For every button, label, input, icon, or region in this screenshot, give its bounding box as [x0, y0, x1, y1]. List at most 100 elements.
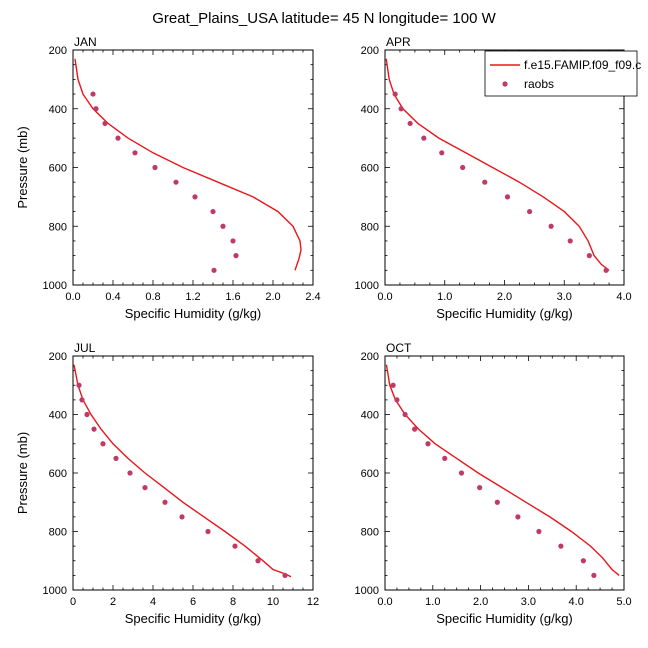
- obs-point: [402, 411, 408, 418]
- x-axis-label-oct: Specific Humidity (g/kg): [436, 611, 573, 626]
- obs-point: [152, 164, 158, 171]
- x-tick-label: 4.0: [616, 291, 631, 303]
- obs-point: [192, 194, 198, 200]
- panel-jan: JAN 0.0 0.4 0.8 1.2 1.6 2.0 2.4 200 400 600 800 1000…: [15, 35, 321, 321]
- obs-point: [591, 572, 597, 578]
- y-tick-label: 400: [49, 410, 67, 422]
- obs-point: [91, 426, 97, 432]
- obs-point: [504, 194, 511, 200]
- y-axis-label-jan: Pressure (mb): [15, 126, 30, 208]
- x-tick-label: 10: [267, 596, 279, 608]
- x-tick-label: 12: [307, 596, 319, 608]
- obs-point: [482, 179, 488, 185]
- panel-label-jul: JUL: [74, 341, 96, 355]
- obs-point: [205, 528, 211, 535]
- y-tick-label: 1000: [355, 280, 379, 292]
- obs-point: [113, 455, 119, 461]
- x-axis-label-jul: Specific Humidity (g/kg): [125, 611, 262, 626]
- obs-point: [392, 91, 398, 97]
- panel-label-oct: OCT: [386, 341, 412, 355]
- obs-point: [115, 135, 121, 141]
- legend-model-label: f.e15.FAMIP.f09_f09.c: [524, 58, 641, 72]
- y-tick-label: 1000: [43, 585, 67, 597]
- obs-point: [179, 514, 185, 520]
- obs-point: [76, 382, 82, 388]
- y-tick-label: 1000: [43, 280, 67, 292]
- obs-point: [394, 397, 400, 403]
- obs-point: [79, 397, 85, 403]
- obs-point: [211, 267, 217, 273]
- y-tick-label: 400: [49, 104, 67, 116]
- x-tick-label: 3.0: [557, 291, 572, 303]
- x-tick-label: 4: [150, 596, 156, 608]
- obs-point: [567, 238, 573, 244]
- obs-point: [100, 441, 106, 447]
- x-tick-label: 2.0: [265, 291, 280, 303]
- x-tick-label: 0: [70, 596, 76, 608]
- y-tick-label: 400: [361, 410, 379, 422]
- x-tick-label: 0.0: [377, 596, 392, 608]
- obs-point: [421, 135, 427, 141]
- x-tick-label: 1.0: [437, 291, 452, 303]
- x-tick-label: 1.0: [425, 596, 440, 608]
- y-tick-label: 1000: [355, 585, 379, 597]
- model-line-oct: [385, 364, 620, 576]
- panel-oct: OCT 0.0 1.0 2.0 3.0 4.0 5.0 200 400 600 800 1000 Spe…: [355, 341, 632, 626]
- y-tick-label: 200: [49, 45, 67, 57]
- obs-point: [142, 485, 148, 491]
- obs-point: [460, 164, 466, 171]
- legend-box: [484, 50, 638, 97]
- x-axis-label-apr: Specific Humidity (g/kg): [436, 306, 573, 321]
- y-tick-label: 600: [49, 468, 67, 480]
- obs-point: [230, 238, 236, 244]
- obs-point: [548, 223, 554, 229]
- y-tick-label: 800: [361, 527, 379, 539]
- obs-point: [398, 106, 404, 112]
- x-tick-label: 0.0: [65, 291, 80, 303]
- obs-point: [232, 543, 238, 549]
- y-tick-label: 200: [49, 351, 67, 363]
- y-tick-label: 800: [49, 527, 67, 539]
- obs-point: [425, 441, 431, 447]
- obs-point: [233, 253, 239, 259]
- y-tick-label: 800: [49, 221, 67, 233]
- obs-point: [439, 150, 445, 156]
- x-tick-label: 4.0: [569, 596, 584, 608]
- x-tick-label: 2.4: [305, 291, 320, 303]
- x-tick-label: 5.0: [616, 596, 631, 608]
- y-tick-label: 200: [361, 45, 379, 57]
- obs-point: [220, 223, 226, 229]
- x-tick-label: 2.0: [497, 291, 512, 303]
- x-tick-label: 0.8: [145, 291, 160, 303]
- obs-point: [603, 267, 609, 273]
- obs-point: [477, 485, 483, 491]
- y-axis-label-jul: Pressure (mb): [15, 432, 30, 514]
- y-tick-label: 400: [361, 104, 379, 116]
- obs-point: [526, 208, 533, 215]
- obs-point: [536, 528, 542, 535]
- y-tick-label: 200: [361, 351, 379, 363]
- y-tick-label: 600: [361, 468, 379, 480]
- obs-point: [407, 120, 413, 127]
- obs-point: [93, 106, 99, 112]
- x-axis-label-jan: Specific Humidity (g/kg): [125, 306, 262, 321]
- legend-obs-label: raobs: [524, 77, 554, 91]
- panel-apr: APR 0.0 1.0 2.0 3.0 4.0 200 400 600 800 1000 Specif…: [355, 35, 632, 321]
- obs-point: [84, 411, 90, 418]
- obs-point: [132, 150, 138, 156]
- obs-point: [127, 470, 133, 476]
- obs-point: [458, 470, 465, 476]
- panel-label-jan: JAN: [74, 35, 97, 49]
- obs-point: [515, 514, 521, 520]
- y-tick-label: 600: [361, 163, 379, 175]
- legend: f.e15.FAMIP.f09_f09.c raobs: [484, 50, 641, 97]
- obs-point: [558, 543, 564, 549]
- model-line-jan: [74, 58, 302, 271]
- x-tick-label: 3.0: [521, 596, 536, 608]
- x-tick-label: 2.0: [473, 596, 488, 608]
- x-tick-label: 0.0: [377, 291, 392, 303]
- legend-obs-marker: [502, 81, 508, 87]
- obs-point: [255, 558, 261, 564]
